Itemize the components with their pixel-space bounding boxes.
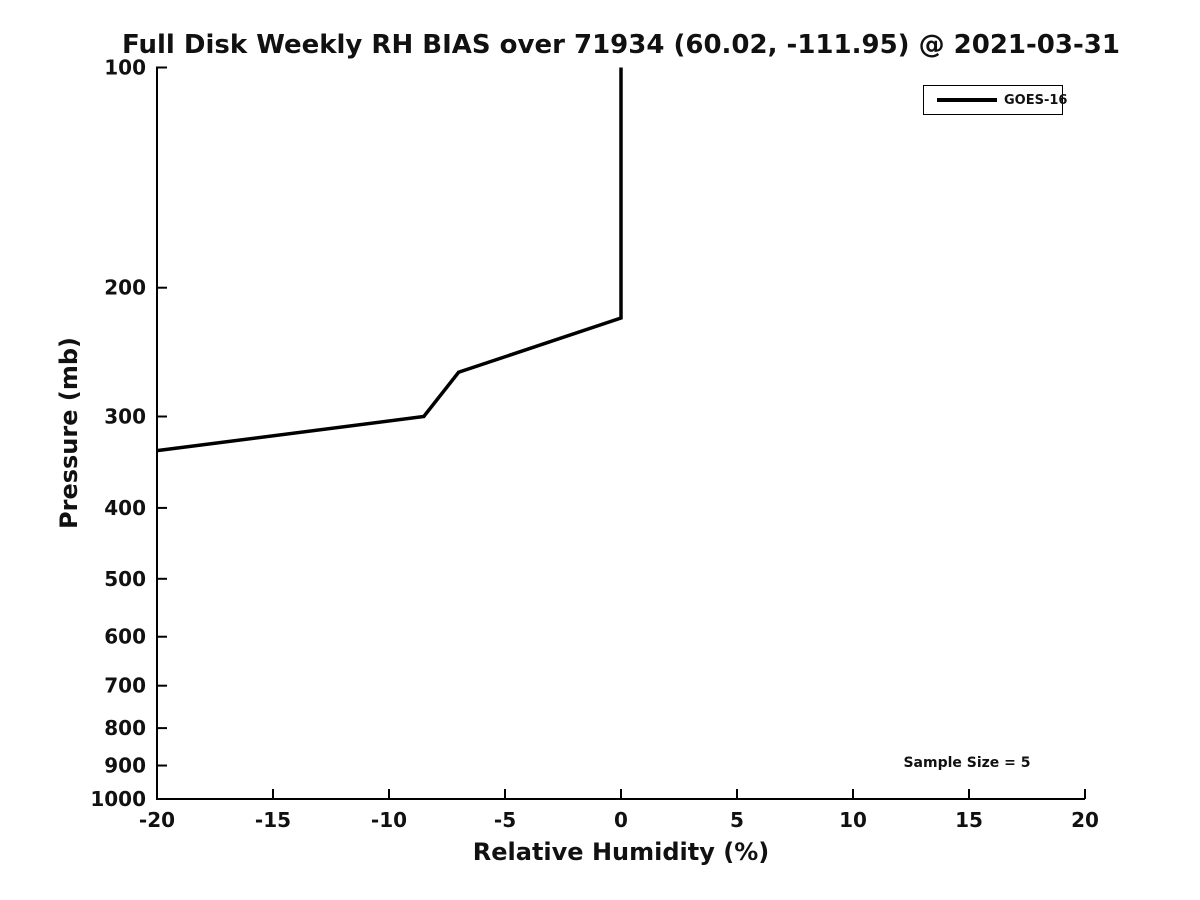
y-tick-label: 900 <box>104 754 146 778</box>
x-tick-label: -10 <box>371 808 407 832</box>
legend-series-label: GOES-16 <box>1004 92 1068 108</box>
legend-line-swatch <box>937 98 997 102</box>
x-tick-label: 5 <box>730 808 744 832</box>
y-tick-label: 300 <box>104 405 146 429</box>
axis-ticks <box>156 66 1086 800</box>
y-tick-label: 100 <box>104 56 146 80</box>
axis-tick-labels: -20 -15 -10 -5 0 5 10 15 20 100 200 300 400 500 600 700… <box>90 56 1099 833</box>
y-tick-label: 600 <box>104 625 146 649</box>
y-axis-label: Pressure (mb) <box>55 337 83 529</box>
x-tick-label: 0 <box>614 808 628 832</box>
y-tick-label: 400 <box>104 496 146 520</box>
y-tick-label: 700 <box>104 674 146 698</box>
x-axis-label: Relative Humidity (%) <box>472 838 770 866</box>
y-tick-label: 800 <box>104 716 146 740</box>
chart-title: Full Disk Weekly RH BIAS over 71934 (60.… <box>122 30 1120 60</box>
x-tick-label: 20 <box>1071 808 1099 832</box>
x-tick-label: -5 <box>494 808 516 832</box>
x-tick-label: 15 <box>955 808 983 832</box>
legend: GOES-16 <box>923 85 1067 115</box>
x-tick-label: 10 <box>839 808 867 832</box>
sample-size-annotation: Sample Size = 5 <box>903 755 1031 771</box>
y-tick-label: 500 <box>104 567 146 591</box>
data-series <box>156 67 623 453</box>
y-tick-label: 200 <box>104 276 146 300</box>
x-tick-label: -20 <box>139 808 175 832</box>
x-tick-label: -15 <box>255 808 291 832</box>
series-line-goes-16 <box>156 67 623 453</box>
y-tick-label: 1000 <box>90 787 146 811</box>
